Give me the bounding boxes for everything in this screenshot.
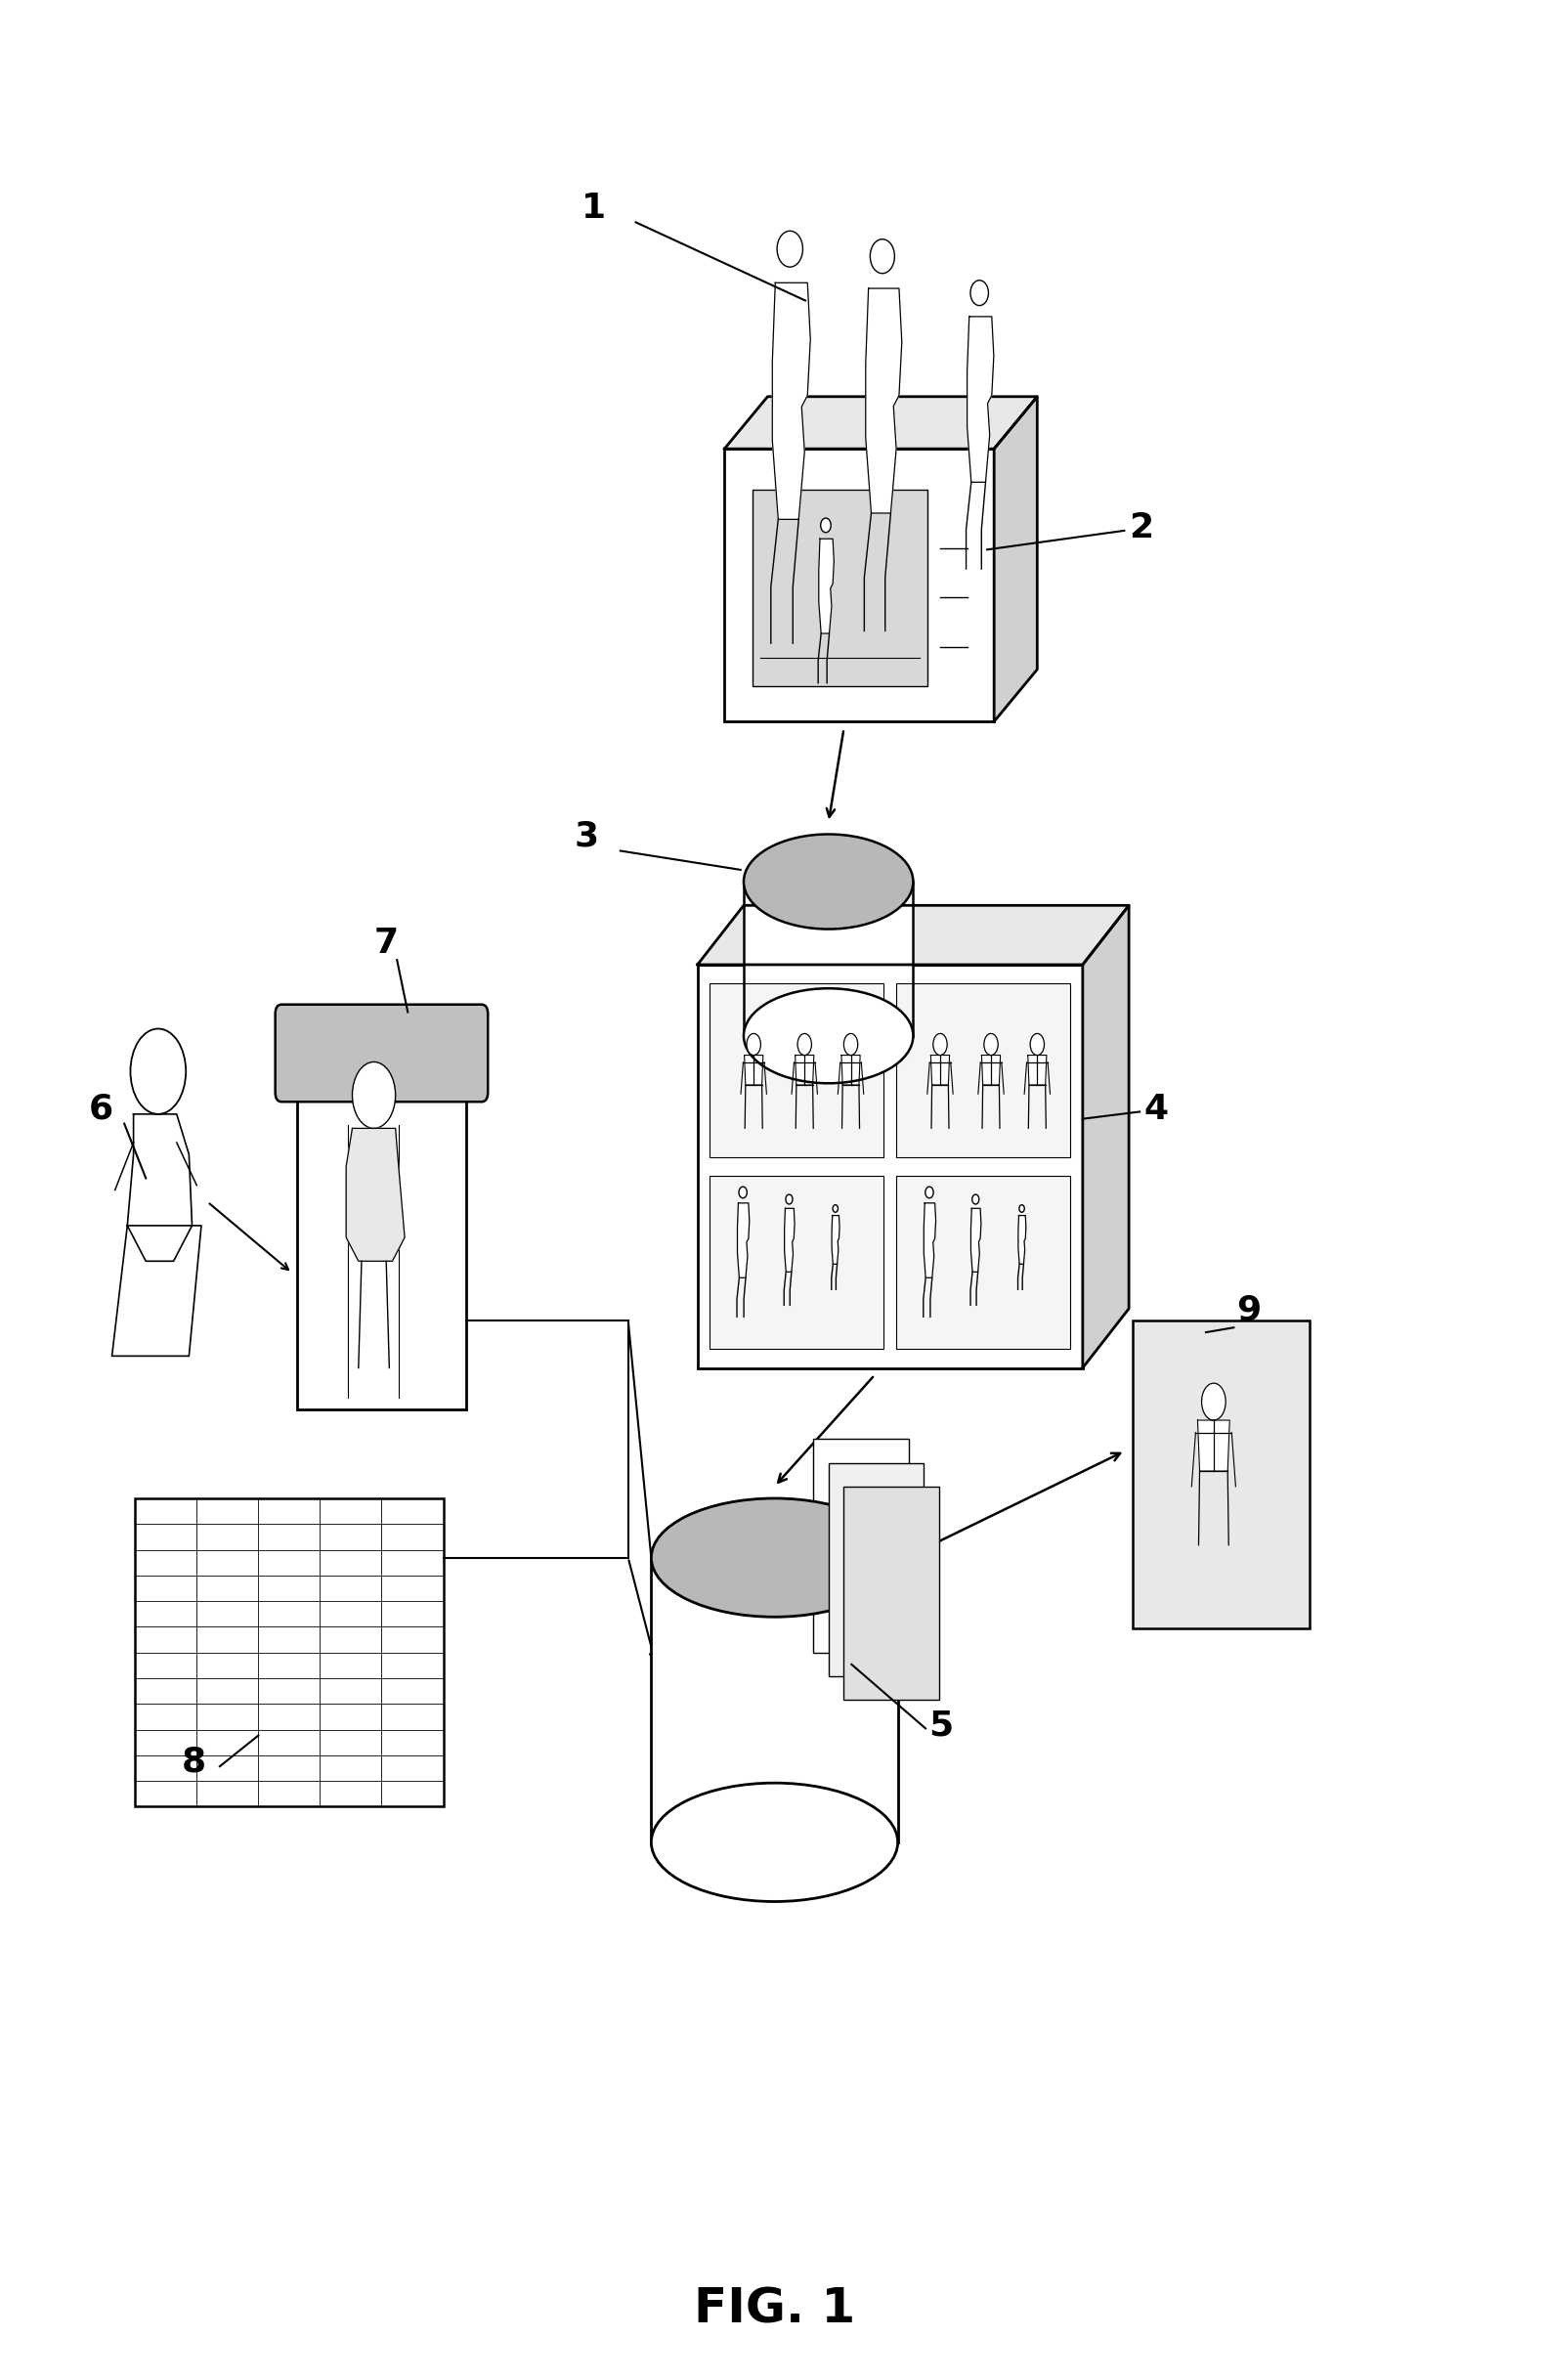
Ellipse shape xyxy=(833,1204,838,1211)
Polygon shape xyxy=(1029,1054,1047,1085)
Ellipse shape xyxy=(744,988,914,1083)
Polygon shape xyxy=(866,288,902,514)
Bar xyxy=(709,1176,884,1349)
Circle shape xyxy=(1030,1033,1044,1054)
Circle shape xyxy=(130,1028,186,1114)
Text: 8: 8 xyxy=(181,1745,206,1778)
Polygon shape xyxy=(971,1209,981,1271)
Ellipse shape xyxy=(1019,1204,1024,1211)
Bar xyxy=(744,881,914,1035)
Ellipse shape xyxy=(651,1783,898,1902)
Polygon shape xyxy=(112,1226,201,1357)
Polygon shape xyxy=(345,1128,404,1261)
Bar xyxy=(297,1078,466,1409)
Polygon shape xyxy=(745,1054,764,1085)
Polygon shape xyxy=(982,1054,1001,1085)
Polygon shape xyxy=(994,397,1038,721)
Text: 5: 5 xyxy=(928,1709,953,1742)
Bar xyxy=(725,450,994,721)
Text: 3: 3 xyxy=(575,819,599,852)
Ellipse shape xyxy=(785,1195,793,1204)
Polygon shape xyxy=(967,317,994,483)
Polygon shape xyxy=(841,1054,860,1085)
Polygon shape xyxy=(725,397,1038,450)
Ellipse shape xyxy=(744,835,914,928)
Polygon shape xyxy=(784,1209,795,1271)
Circle shape xyxy=(1202,1383,1225,1421)
Bar xyxy=(1132,1321,1310,1628)
Polygon shape xyxy=(1083,904,1129,1368)
Ellipse shape xyxy=(970,281,988,305)
Polygon shape xyxy=(127,1114,192,1261)
Bar xyxy=(709,983,884,1157)
Polygon shape xyxy=(832,1216,840,1264)
Text: 9: 9 xyxy=(1236,1295,1261,1328)
Ellipse shape xyxy=(821,519,830,533)
Bar xyxy=(697,964,1083,1368)
Polygon shape xyxy=(1197,1421,1230,1471)
Ellipse shape xyxy=(651,1499,898,1616)
Text: FIG. 1: FIG. 1 xyxy=(694,2287,855,2332)
Bar xyxy=(844,1488,939,1699)
Ellipse shape xyxy=(925,1188,934,1197)
Bar xyxy=(651,1557,898,1842)
Bar xyxy=(897,1176,1070,1349)
Bar xyxy=(829,1464,923,1676)
Circle shape xyxy=(747,1033,761,1054)
Text: 2: 2 xyxy=(1129,512,1154,545)
Circle shape xyxy=(798,1033,812,1054)
Circle shape xyxy=(352,1061,395,1128)
Text: 6: 6 xyxy=(88,1092,113,1126)
Bar xyxy=(753,490,928,685)
FancyBboxPatch shape xyxy=(276,1004,488,1102)
Circle shape xyxy=(932,1033,946,1054)
Text: 4: 4 xyxy=(1145,1092,1169,1126)
Polygon shape xyxy=(773,283,810,519)
Polygon shape xyxy=(1018,1216,1025,1264)
Polygon shape xyxy=(697,904,1129,964)
Ellipse shape xyxy=(739,1188,747,1197)
Bar xyxy=(813,1440,909,1652)
Circle shape xyxy=(844,1033,858,1054)
Text: 1: 1 xyxy=(582,190,607,224)
Text: 7: 7 xyxy=(373,926,398,959)
Polygon shape xyxy=(931,1054,950,1085)
Polygon shape xyxy=(923,1202,936,1278)
Polygon shape xyxy=(795,1054,813,1085)
Ellipse shape xyxy=(871,238,895,274)
Bar xyxy=(135,1499,443,1806)
Polygon shape xyxy=(737,1202,750,1278)
Polygon shape xyxy=(819,538,833,633)
Ellipse shape xyxy=(973,1195,979,1204)
Bar xyxy=(897,983,1070,1157)
Circle shape xyxy=(984,1033,998,1054)
Ellipse shape xyxy=(778,231,802,267)
